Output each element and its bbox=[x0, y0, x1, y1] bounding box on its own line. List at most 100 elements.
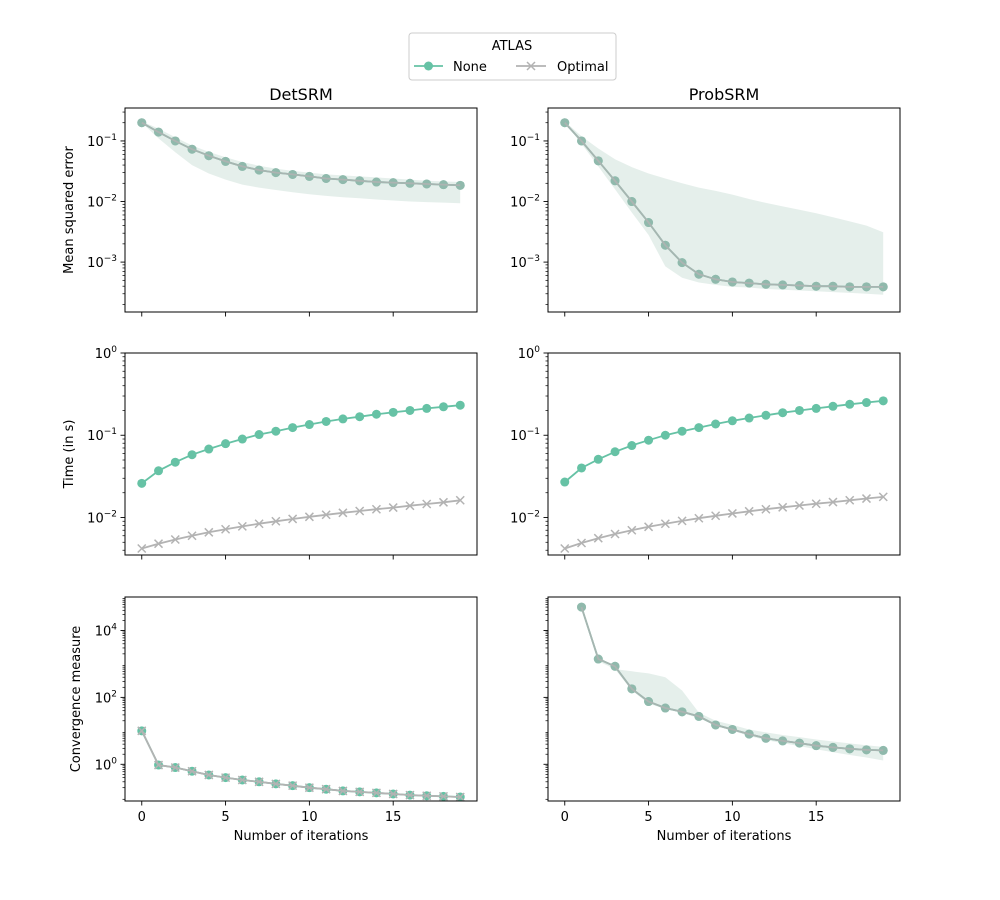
point-none bbox=[204, 444, 214, 454]
point-optimal bbox=[861, 745, 871, 755]
point-none bbox=[237, 434, 247, 444]
point-optimal bbox=[321, 784, 331, 794]
point-optimal bbox=[221, 773, 231, 783]
point-optimal bbox=[170, 136, 180, 146]
y-tick-label: 10−1 bbox=[87, 427, 117, 444]
point-optimal bbox=[610, 661, 620, 671]
y-tick-label: 10−1 bbox=[87, 133, 117, 150]
point-optimal bbox=[761, 733, 771, 743]
point-optimal bbox=[221, 524, 231, 534]
point-optimal bbox=[422, 499, 432, 509]
y-tick-label: 10−2 bbox=[510, 509, 540, 526]
x-tick-label: 0 bbox=[561, 810, 569, 825]
point-none bbox=[137, 478, 147, 488]
point-optimal bbox=[170, 763, 180, 773]
point-optimal bbox=[422, 179, 432, 189]
row-label-time: Time (in s) bbox=[62, 420, 77, 490]
x-axis-label-left: Number of iterations bbox=[234, 829, 369, 844]
point-optimal bbox=[560, 118, 570, 128]
point-optimal bbox=[576, 538, 587, 548]
point-optimal bbox=[577, 602, 587, 612]
point-optimal bbox=[593, 533, 603, 543]
point-none bbox=[422, 403, 432, 413]
point-optimal bbox=[694, 711, 704, 721]
point-optimal bbox=[711, 274, 721, 284]
y-tick-label: 100 bbox=[95, 756, 118, 773]
point-none bbox=[861, 398, 871, 408]
point-none bbox=[593, 454, 603, 464]
point-optimal bbox=[845, 282, 855, 292]
point-optimal bbox=[254, 165, 264, 175]
point-optimal bbox=[371, 788, 381, 798]
row-label-convergence: Convergence measure bbox=[69, 626, 84, 773]
point-optimal bbox=[861, 494, 872, 504]
point-optimal bbox=[744, 729, 754, 739]
point-none bbox=[154, 466, 164, 476]
point-optimal bbox=[137, 726, 147, 736]
point-optimal bbox=[861, 282, 871, 292]
panels-layer: 10−310−210−110−310−210−110−210−110010−21… bbox=[87, 107, 901, 825]
point-optimal bbox=[405, 178, 415, 188]
point-optimal bbox=[355, 506, 365, 516]
axes-frame bbox=[547, 596, 901, 802]
point-optimal bbox=[610, 529, 620, 539]
point-optimal bbox=[677, 707, 687, 717]
point-optimal bbox=[711, 720, 721, 730]
point-none bbox=[371, 409, 381, 419]
point-none bbox=[644, 435, 654, 445]
point-none bbox=[187, 450, 197, 460]
point-none bbox=[438, 402, 448, 412]
y-tick-label: 10−3 bbox=[87, 254, 117, 271]
point-optimal bbox=[338, 786, 348, 796]
legend: ATLAS None Optimal bbox=[408, 32, 617, 81]
point-optimal bbox=[677, 516, 687, 526]
confidence-band bbox=[141, 121, 461, 204]
axes-frame bbox=[124, 596, 478, 802]
point-optimal bbox=[711, 511, 721, 521]
point-none bbox=[254, 430, 264, 440]
point-optimal bbox=[627, 197, 637, 207]
x-tick-label: 5 bbox=[221, 810, 229, 825]
point-none bbox=[794, 405, 804, 415]
point-optimal bbox=[170, 534, 180, 545]
point-optimal bbox=[845, 744, 855, 754]
point-optimal bbox=[811, 741, 821, 751]
point-optimal bbox=[727, 277, 737, 287]
series-line-none bbox=[564, 399, 884, 483]
column-title-probsrm: ProbSRM bbox=[689, 85, 760, 104]
point-none bbox=[828, 401, 838, 411]
point-optimal bbox=[288, 781, 298, 791]
point-optimal bbox=[254, 777, 264, 787]
point-optimal bbox=[560, 543, 570, 554]
point-optimal bbox=[811, 499, 821, 509]
axes-frame bbox=[547, 352, 901, 556]
point-optimal bbox=[794, 738, 804, 748]
point-optimal bbox=[338, 175, 348, 185]
point-optimal bbox=[254, 519, 264, 529]
point-optimal bbox=[422, 791, 432, 801]
point-optimal bbox=[321, 510, 331, 520]
point-optimal bbox=[288, 169, 298, 179]
axes-frame bbox=[124, 352, 478, 556]
y-tick-label: 10−1 bbox=[510, 427, 540, 444]
y-tick-label: 100 bbox=[518, 345, 541, 362]
point-optimal bbox=[304, 171, 314, 181]
panel-4: 100 102 104 0 5 10 15 bbox=[95, 596, 478, 825]
point-optimal bbox=[187, 144, 197, 154]
point-optimal bbox=[644, 218, 654, 228]
point-optimal bbox=[778, 736, 788, 746]
panel-2: 10−2 10−1 100 bbox=[87, 345, 478, 560]
y-tick-label: 10−2 bbox=[87, 194, 117, 211]
column-title-detsrm: DetSRM bbox=[269, 85, 333, 104]
point-optimal bbox=[455, 495, 465, 505]
point-optimal bbox=[438, 791, 449, 801]
point-none bbox=[610, 447, 620, 457]
point-none bbox=[355, 412, 365, 422]
point-optimal bbox=[137, 543, 147, 554]
point-optimal bbox=[388, 503, 398, 513]
confidence-band bbox=[564, 121, 884, 295]
point-none bbox=[170, 457, 180, 467]
point-optimal bbox=[455, 180, 465, 190]
point-none bbox=[288, 423, 298, 433]
